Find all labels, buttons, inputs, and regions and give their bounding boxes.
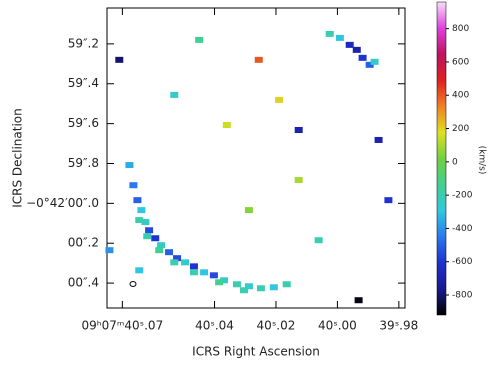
x-tick-label: 40ˢ.02 [257,319,296,333]
pixel-point [358,54,367,61]
x-tick-label: 40ˢ.04 [195,319,234,333]
pixel-point [275,96,284,103]
colorbar-tick-label: 0 [452,157,458,167]
colorbar-tick-label: -800 [452,291,473,301]
pixel-point [135,267,144,274]
pixel-point [151,235,160,242]
pixel-point [157,242,166,249]
plot-frame [106,7,406,309]
pixel-point [170,259,179,266]
pixel-point [370,58,379,65]
colorbar-tick-label: 200 [452,124,469,134]
pixel-point [115,56,124,63]
pixel-point [269,284,278,291]
pixel-point [222,122,231,129]
x-axis-title: ICRS Right Ascension [192,345,320,359]
y-tick-label: 59″.4 [68,76,99,90]
y-tick-label: 59″.8 [68,156,99,170]
pixel-point [173,255,182,262]
pixel-point [374,136,383,143]
colorbar-scale [436,1,447,316]
colorbar-tick-label: 600 [452,57,469,67]
pixel-point [232,281,241,288]
pixel-point [145,227,154,234]
pixel-point [256,285,265,292]
pixel-point [335,34,344,41]
pixel-point [365,61,374,68]
pixel-point [240,287,249,294]
pixel-point [244,283,253,290]
y-tick-label: 59″.6 [68,116,99,130]
colorbar-tick-label: 800 [452,24,469,34]
pixel-point [200,269,209,276]
pixel-point [209,272,218,279]
pixel-point [141,219,150,226]
colorbar-tick-label: -600 [452,257,473,267]
pixel-point [170,91,179,98]
pixel-point [215,279,224,286]
pixel-point [384,197,393,204]
pixel-point [294,177,303,184]
pixel-point [354,297,363,304]
colorbar-tick-label: 400 [452,91,469,101]
y-axis-title: ICRS Declination [11,108,25,208]
pixel-point [352,46,361,53]
beam [129,281,137,287]
colorbar-tick-label: -400 [452,224,473,234]
y-tick-label: 59″.2 [68,36,99,50]
y-tick-label: −0°42′00″.0 [26,196,99,210]
y-tick-label: 00″.2 [68,236,99,250]
pixel-point [129,182,138,189]
x-tick-label: 39ˢ.98 [379,319,418,333]
pixel-point [314,237,323,244]
pixel-point [165,249,174,256]
colorbar-title: (km/s) [477,146,487,175]
pixel-point [155,247,164,254]
pixel-point [220,277,229,284]
pixel-point [195,36,204,43]
x-tick-label: 09ʰ07ᵐ40ˢ.07 [82,319,164,333]
pixel-point [135,217,144,224]
colorbar-tick-label: -200 [452,191,473,201]
colorbar: (km/s) 800 600 400 200 0 -200 -400 -600 -800 [436,1,487,316]
pixel-point [137,207,146,214]
pixel-point [189,269,198,276]
pixel-point [345,41,354,48]
pixel-point [325,30,334,37]
pixel-point [133,197,142,204]
y-tick-label: 00″.4 [68,276,99,290]
pixel-point [189,263,198,270]
pixel-point [181,259,190,266]
pixel-point [282,281,291,288]
pixel-point [254,56,263,63]
pixel-point [294,126,303,133]
pixel-point [143,233,152,240]
pixel-point [105,247,114,254]
x-tick-label: 40ˢ.00 [318,319,357,333]
pixel-point [244,207,253,214]
pixel-point [125,162,134,169]
